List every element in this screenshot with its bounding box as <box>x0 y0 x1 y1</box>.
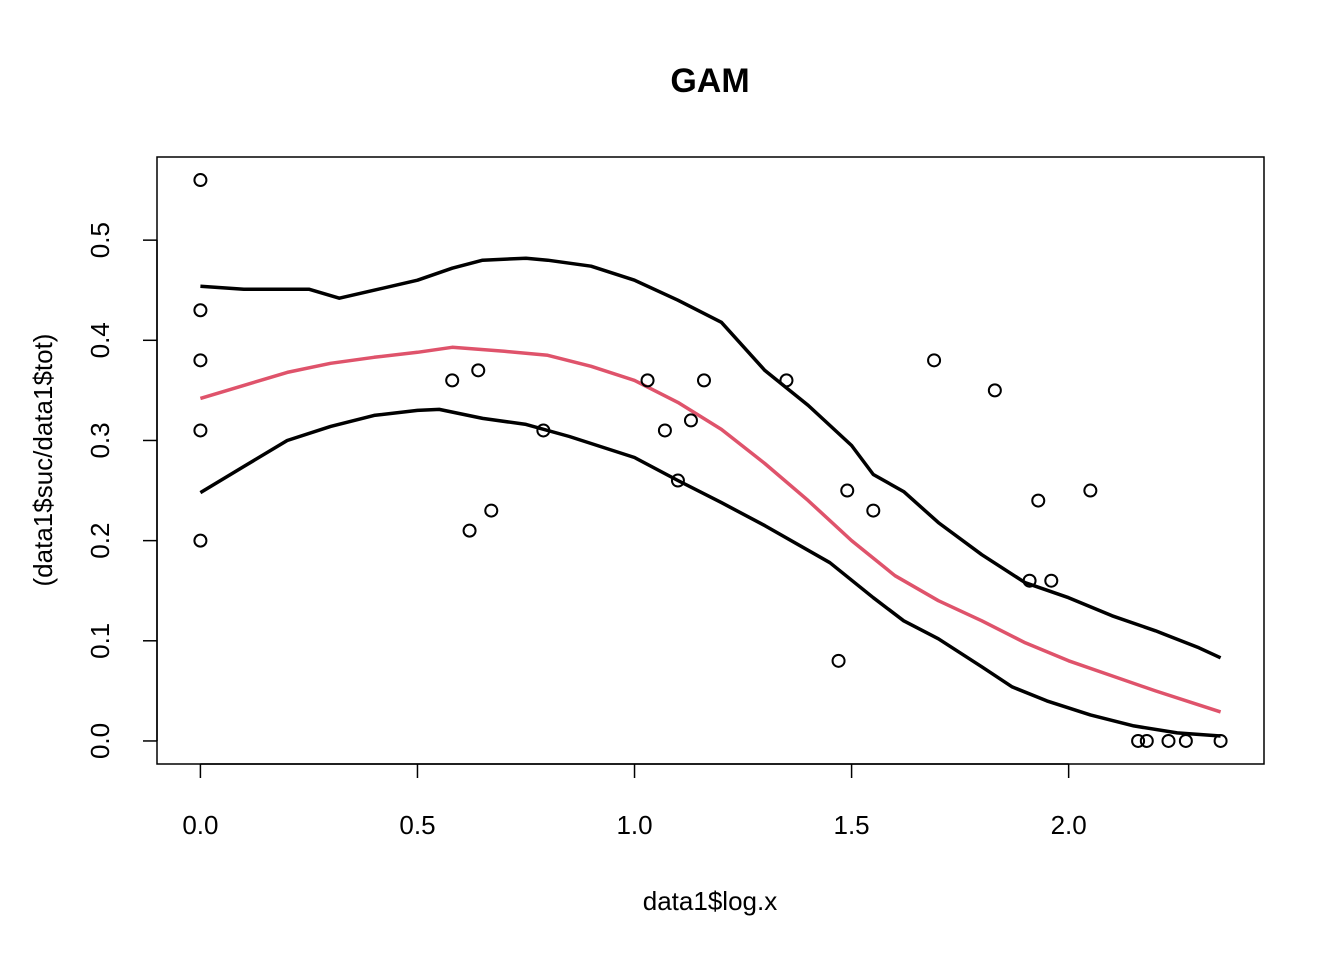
series-line-lower-band <box>199 407 1221 738</box>
series-line-fit <box>199 345 1222 714</box>
data-point <box>1022 573 1037 588</box>
x-tick-label: 0.5 <box>399 810 435 840</box>
y-tick-label: 0.4 <box>85 322 115 358</box>
y-tick-label: 0.2 <box>85 523 115 559</box>
data-point <box>696 373 711 388</box>
y-tick-label: 0.5 <box>85 222 115 258</box>
data-point <box>927 353 942 368</box>
data-points <box>193 173 1228 748</box>
x-tick-label: 1.0 <box>616 810 652 840</box>
data-point <box>1213 733 1228 748</box>
data-point <box>779 373 794 388</box>
data-point <box>193 173 208 188</box>
data-point <box>683 413 698 428</box>
x-tick-label: 1.5 <box>834 810 870 840</box>
x-tick-label: 0.0 <box>182 810 218 840</box>
x-axis: 0.0 0.5 1.0 1.5 2.0 <box>182 763 1087 840</box>
x-tick-label: 2.0 <box>1051 810 1087 840</box>
series-line-upper-band <box>200 256 1222 660</box>
data-point <box>193 423 208 438</box>
data-point <box>193 303 208 318</box>
series-lines <box>199 256 1222 738</box>
data-point <box>840 483 855 498</box>
data-point <box>484 503 499 518</box>
data-point <box>462 523 477 538</box>
data-point <box>1031 493 1046 508</box>
data-point <box>831 653 846 668</box>
data-point <box>987 383 1002 398</box>
data-point <box>1139 733 1154 748</box>
data-point <box>1161 733 1176 748</box>
data-point <box>1044 573 1059 588</box>
chart-title: GAM <box>670 62 749 100</box>
y-axis-label: (data1$suc/data1$tot) <box>28 334 58 587</box>
data-point <box>670 473 685 488</box>
data-point <box>471 363 486 378</box>
data-point <box>866 503 881 518</box>
x-axis-label: data1$log.x <box>643 886 777 916</box>
data-point <box>1131 733 1146 748</box>
y-tick-label: 0.3 <box>85 422 115 458</box>
data-point <box>445 373 460 388</box>
data-point <box>640 373 655 388</box>
data-point <box>657 423 672 438</box>
data-point <box>193 353 208 368</box>
data-point <box>1083 483 1098 498</box>
data-point <box>1178 733 1193 748</box>
y-tick-label: 0.1 <box>85 623 115 659</box>
data-point <box>193 533 208 548</box>
y-axis: 0.0 0.1 0.2 0.3 0.4 0.5 <box>85 222 158 759</box>
data-point <box>536 423 551 438</box>
plot-frame <box>156 156 1265 765</box>
y-tick-label: 0.0 <box>85 723 115 759</box>
